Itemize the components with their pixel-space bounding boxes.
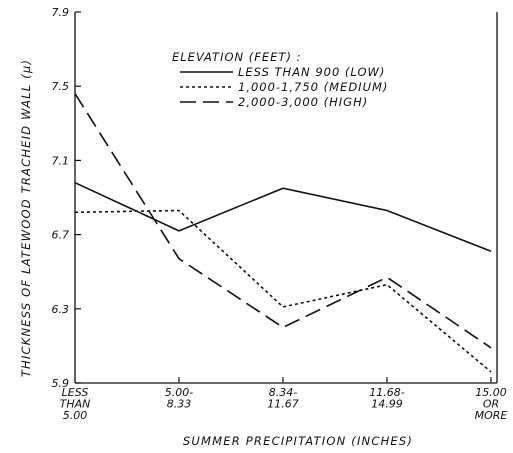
series-line-1 <box>74 181 492 253</box>
x-tick-label-line: 11.67 <box>267 398 299 411</box>
series-line-2 <box>74 209 492 373</box>
plot-axes <box>74 12 498 384</box>
y-tick-label-0: 5.9 <box>52 377 70 390</box>
x-tick-group: LESS THAN 5.00 5.00-8.33 8.34-11.67 11.68-14.… <box>60 377 508 422</box>
x-tick-label-line: OR <box>483 398 499 411</box>
x-tick-label-line: 15.00 <box>475 386 507 399</box>
x-tick-label-line: 8.34- <box>269 386 297 399</box>
x-tick-label-4: 15.00 OR MORE <box>475 386 508 422</box>
y-tick-label-4: 7.5 <box>52 80 70 93</box>
y-tick-label-3: 7.1 <box>52 154 70 167</box>
legend-label-1: LESS THAN 900 (LOW) <box>238 65 385 79</box>
x-tick-label-line: 5.00 <box>63 409 88 422</box>
series-line-3 <box>74 93 492 349</box>
y-tick-label-2: 6.7 <box>52 229 70 242</box>
y-tick-group: 5.9 6.3 6.7 7.1 7.5 7.9 <box>52 6 81 390</box>
y-tick-label-1: 6.3 <box>52 303 70 316</box>
x-tick-label-line: THAN <box>60 398 91 411</box>
x-tick-label-line: 14.99 <box>371 398 403 411</box>
y-axis-label: THICKNESS OF LATEWOOD TRACHEID WALL (μ) <box>19 59 33 377</box>
x-tick-label-line: 8.33 <box>167 398 192 411</box>
legend-title: ELEVATION (FEET) : <box>172 50 301 64</box>
x-tick-label-line: LESS <box>62 386 89 399</box>
x-tick-label-line: MORE <box>475 409 508 422</box>
x-tick-label-line: 5.00- <box>165 386 193 399</box>
x-tick-label-1: 5.00-8.33 <box>165 386 193 411</box>
legend-label-3: 2,000-3,000 (HIGH) <box>238 95 368 109</box>
x-axis-label: SUMMER PRECIPITATION (INCHES) <box>183 434 413 448</box>
x-tick-label-2: 8.34-11.67 <box>267 386 299 411</box>
series-lines <box>74 93 492 373</box>
y-tick-label-5: 7.9 <box>52 6 70 19</box>
x-tick-label-3: 11.68-14.99 <box>369 386 404 411</box>
legend-label-2: 1,000-1,750 (MEDIUM) <box>238 80 388 94</box>
x-tick-label-0: LESS THAN 5.00 <box>60 386 91 422</box>
x-tick-label-line: 11.68- <box>369 386 404 399</box>
legend: ELEVATION (FEET) : LESS THAN 900 (LOW)1,… <box>172 50 388 109</box>
